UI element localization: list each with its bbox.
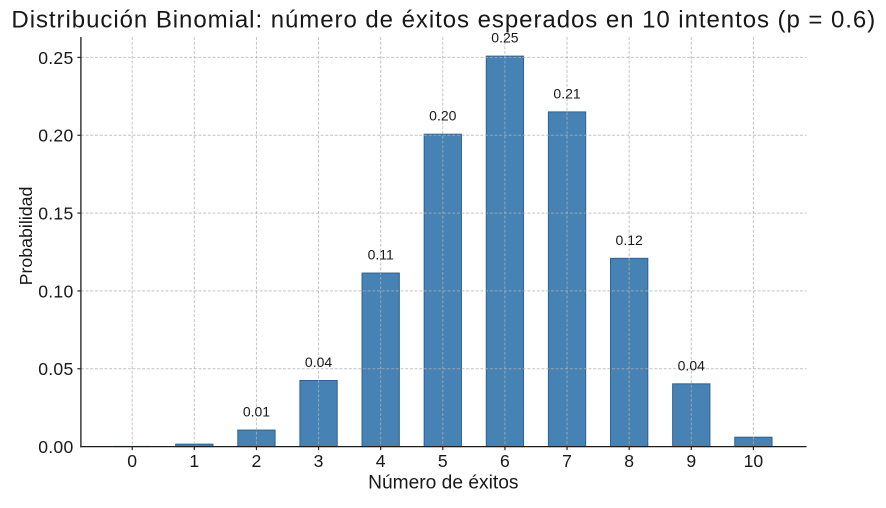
svg-text:0.15: 0.15 [38,203,73,223]
svg-text:0.21: 0.21 [553,85,580,101]
svg-text:5: 5 [438,451,448,471]
svg-text:0.25: 0.25 [38,48,73,68]
svg-text:0.04: 0.04 [305,354,332,370]
svg-text:0.20: 0.20 [429,108,456,124]
svg-text:9: 9 [686,451,696,471]
svg-text:Probabilidad: Probabilidad [16,187,36,286]
svg-text:7: 7 [562,451,572,471]
svg-text:2: 2 [252,451,262,471]
svg-text:0.05: 0.05 [38,359,73,379]
svg-text:0.11: 0.11 [368,247,394,263]
svg-text:0.01: 0.01 [243,404,270,420]
svg-text:0: 0 [127,451,137,471]
svg-text:0.04: 0.04 [678,357,705,373]
svg-text:8: 8 [624,451,634,471]
svg-text:10: 10 [744,451,764,471]
svg-text:1: 1 [189,451,199,471]
svg-text:4: 4 [376,451,386,471]
svg-text:0.00: 0.00 [38,437,73,457]
svg-text:3: 3 [314,451,324,471]
svg-text:0.12: 0.12 [616,232,643,248]
svg-text:0.10: 0.10 [38,281,73,301]
svg-text:Número de éxitos: Número de éxitos [368,472,518,493]
svg-text:Distribución Binomial: número: Distribución Binomial: número de éxitos … [11,7,876,34]
svg-text:0.20: 0.20 [38,126,73,146]
svg-text:6: 6 [500,451,510,471]
